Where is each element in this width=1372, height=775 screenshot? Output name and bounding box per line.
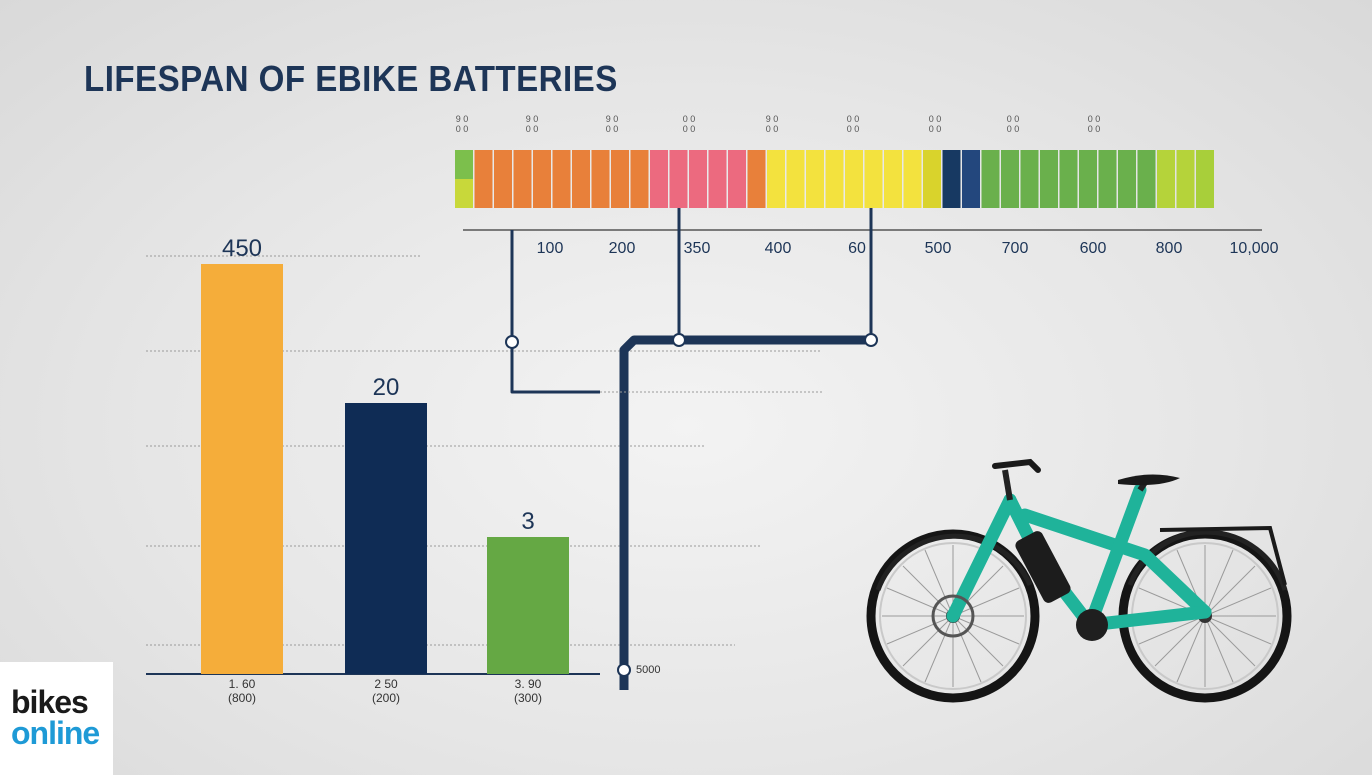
chart-title: LIFESPAN OF EBIKE BATTERIES [84, 58, 618, 99]
scale-segment [1098, 150, 1117, 208]
bar-value-label: 20 [373, 374, 400, 401]
scale-segment [689, 150, 707, 208]
scale-segment [494, 150, 512, 208]
scale-tick-label: 100 [537, 240, 564, 257]
bikesonline-logo: bikes online [0, 662, 113, 775]
logo-line-1: bikes [11, 684, 89, 720]
scale-segment [845, 150, 863, 208]
scale-segment [1020, 150, 1039, 208]
scale-segment [864, 150, 883, 208]
scale-top-label: 0 0 [766, 124, 779, 134]
scale-segment [1059, 150, 1078, 208]
scale-top-label: 0 0 [683, 124, 696, 134]
logo-line-2: online [11, 715, 100, 751]
scale-top-label: 0 0 [847, 124, 860, 134]
scale-segment [884, 150, 902, 208]
scale-tick-label: 400 [765, 240, 792, 257]
scale-segment [572, 150, 590, 208]
scale-top-label: 9 0 [766, 114, 779, 124]
connector-label: 5000 [636, 664, 660, 676]
scale-top-label: 0 0 [847, 114, 860, 124]
scale-segment [786, 150, 805, 208]
scale-tick-label: 500 [925, 240, 952, 257]
scale-tick-label: 700 [1002, 240, 1029, 257]
scale-tick-label: 10,000 [1230, 240, 1279, 257]
scale-tick-label: 60 [848, 240, 866, 257]
scale-top-label: 9 0 [606, 114, 619, 124]
bar-value-label: 3 [521, 508, 534, 535]
connector-node [617, 663, 631, 677]
scale-segment [747, 150, 766, 208]
scale-segment [630, 150, 649, 208]
scale-top-label: 0 0 [606, 124, 619, 134]
scale-top-label: 0 0 [929, 114, 942, 124]
scale-segment [942, 150, 961, 208]
scale-segment [981, 150, 1000, 208]
scale-tick-label: 200 [609, 240, 636, 257]
scale-segment [1040, 150, 1058, 208]
scale-segment [591, 150, 610, 208]
scale-top-label: 9 0 [526, 114, 539, 124]
connector-trunk [619, 335, 871, 690]
scale-segment [455, 179, 473, 208]
scale-top-label: 0 0 [683, 114, 696, 124]
scale-segment [650, 150, 668, 208]
scale-tick-label: 600 [1080, 240, 1107, 257]
scale-segment [552, 150, 571, 208]
scale-segment [962, 150, 980, 208]
scale-segment [669, 150, 688, 208]
scale-top-label: 9 0 [456, 114, 469, 124]
bar [201, 264, 283, 674]
scale-top-label: 0 0 [1088, 114, 1101, 124]
bar [487, 537, 569, 674]
scale-top-label: 0 0 [1007, 114, 1020, 124]
scale-segment [708, 150, 727, 208]
scale-segment [611, 150, 629, 208]
scale-segment [533, 150, 551, 208]
scale-tick-label: 350 [684, 240, 711, 257]
bar-category-label: 3. 90 [515, 677, 542, 691]
scale-segment [728, 150, 746, 208]
bar-category-label: (800) [228, 691, 256, 705]
bar-chart-bars: 450 1. 60(800) 20 2 50(200) 3 3. 90(300) [201, 235, 569, 705]
bar-category-label: 1. 60 [229, 677, 256, 691]
scale-segment [513, 150, 532, 208]
scale-segment [806, 150, 824, 208]
scale-top-label: 0 0 [456, 124, 469, 134]
bar-value-label: 450 [222, 235, 262, 262]
scale-segment [1157, 150, 1175, 208]
connector-node [672, 333, 686, 347]
scale-top-label: 0 0 [1007, 124, 1020, 134]
scale-top-label: 0 0 [526, 124, 539, 134]
connector-node [864, 333, 878, 347]
scale-segment [474, 150, 493, 208]
connector-lines: 5000 [505, 208, 878, 690]
bar-category-label: 2 50 [374, 677, 398, 691]
connector-line [510, 230, 600, 394]
bar-category-label: (200) [372, 691, 400, 705]
scale-segment [1001, 150, 1019, 208]
scale-segment [923, 150, 941, 208]
connector-node [505, 335, 519, 349]
scale-segment [1137, 150, 1156, 208]
scale-segment [1118, 150, 1136, 208]
scale-segment [903, 150, 922, 208]
scale-top-label: 0 0 [1088, 124, 1101, 134]
scale-top-label: 0 0 [929, 124, 942, 134]
ebike-illustration [866, 458, 1292, 703]
bar [345, 403, 427, 674]
bar-category-label: (300) [514, 691, 542, 705]
scale-segment [825, 150, 844, 208]
scale-tick-label: 800 [1156, 240, 1183, 257]
scale-segment [1196, 150, 1214, 208]
scale-segment [1176, 150, 1195, 208]
scale-segment [767, 150, 785, 208]
scale-segment [1079, 150, 1097, 208]
